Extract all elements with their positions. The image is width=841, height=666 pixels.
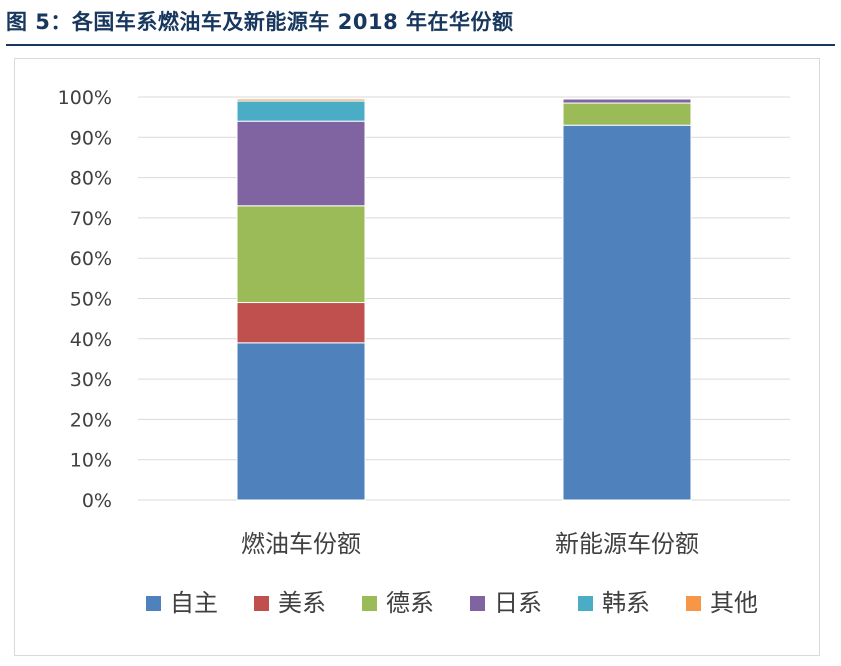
gridlines: [138, 96, 790, 501]
chart-frame: [14, 58, 820, 656]
y-tick-label: 80%: [70, 168, 112, 190]
bar-segment: [236, 100, 366, 122]
bar-segment: [236, 120, 366, 207]
legend-label: 德系: [386, 589, 434, 617]
legend-swatch: [470, 596, 485, 611]
bar-segment: [236, 342, 366, 501]
y-tick-label: 90%: [70, 127, 112, 149]
x-category-label: 新能源车份额: [555, 530, 699, 558]
legend-label: 美系: [278, 589, 326, 617]
y-tick-label: 100%: [58, 87, 112, 109]
y-tick-label: 30%: [70, 369, 112, 391]
y-axis-ticks: 0% 10% 20% 30% 40% 50% 60% 70% 80% 90% 100%: [58, 87, 112, 512]
title-rule: [6, 44, 835, 46]
y-tick-label: 60%: [70, 248, 112, 270]
x-axis-categories: 燃油车份额 新能源车份额: [241, 530, 699, 558]
y-tick-label: 0%: [82, 490, 112, 512]
bar-segment: [236, 205, 366, 304]
bar-segment: [562, 102, 692, 126]
bar-segment: [236, 302, 366, 344]
y-tick-label: 40%: [70, 329, 112, 351]
legend-label: 日系: [494, 589, 542, 617]
x-category-label: 燃油车份额: [241, 530, 361, 558]
legend-label: 自主: [170, 589, 218, 617]
legend-swatch: [254, 596, 269, 611]
legend-swatch: [686, 596, 701, 611]
y-tick-label: 50%: [70, 289, 112, 311]
bar-segment: [562, 124, 692, 501]
legend: 自主 美系 德系 日系 韩系 其他: [146, 589, 758, 617]
legend-swatch: [578, 596, 593, 611]
legend-label: 其他: [710, 589, 758, 617]
legend-swatch: [146, 596, 161, 611]
bar-segment: [236, 98, 366, 102]
legend-swatch: [362, 596, 377, 611]
y-tick-label: 10%: [70, 450, 112, 472]
y-tick-label: 70%: [70, 208, 112, 230]
chart-title: 图 5：各国车系燃油车及新能源车 2018 年在华份额: [6, 10, 514, 34]
legend-label: 韩系: [602, 589, 650, 617]
bars: [236, 98, 692, 501]
bar-segment: [562, 98, 692, 104]
y-tick-label: 20%: [70, 409, 112, 431]
